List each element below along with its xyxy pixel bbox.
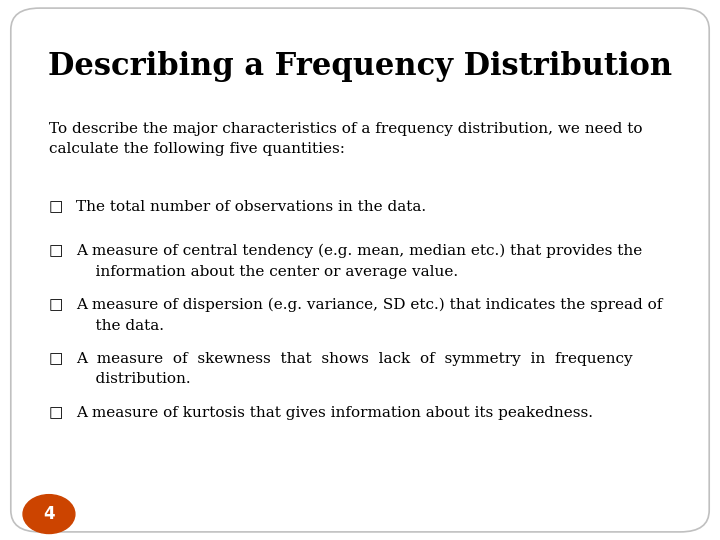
Text: □: □ <box>49 352 63 366</box>
Text: □: □ <box>49 244 63 258</box>
Text: Describing a Frequency Distribution: Describing a Frequency Distribution <box>48 51 672 82</box>
Text: The total number of observations in the data.: The total number of observations in the … <box>76 200 426 214</box>
Text: A measure of central tendency (e.g. mean, median etc.) that provides the
    inf: A measure of central tendency (e.g. mean… <box>76 244 642 279</box>
Text: A  measure  of  skewness  that  shows  lack  of  symmetry  in  frequency
    dis: A measure of skewness that shows lack of… <box>76 352 632 386</box>
Text: A measure of dispersion (e.g. variance, SD etc.) that indicates the spread of
  : A measure of dispersion (e.g. variance, … <box>76 298 662 333</box>
Text: □: □ <box>49 200 63 214</box>
Text: To describe the major characteristics of a frequency distribution, we need to
ca: To describe the major characteristics of… <box>49 122 642 156</box>
FancyBboxPatch shape <box>11 8 709 532</box>
Text: □: □ <box>49 298 63 312</box>
Text: A measure of kurtosis that gives information about its peakedness.: A measure of kurtosis that gives informa… <box>76 406 593 420</box>
Text: □: □ <box>49 406 63 420</box>
Circle shape <box>23 495 75 534</box>
Text: 4: 4 <box>43 505 55 523</box>
